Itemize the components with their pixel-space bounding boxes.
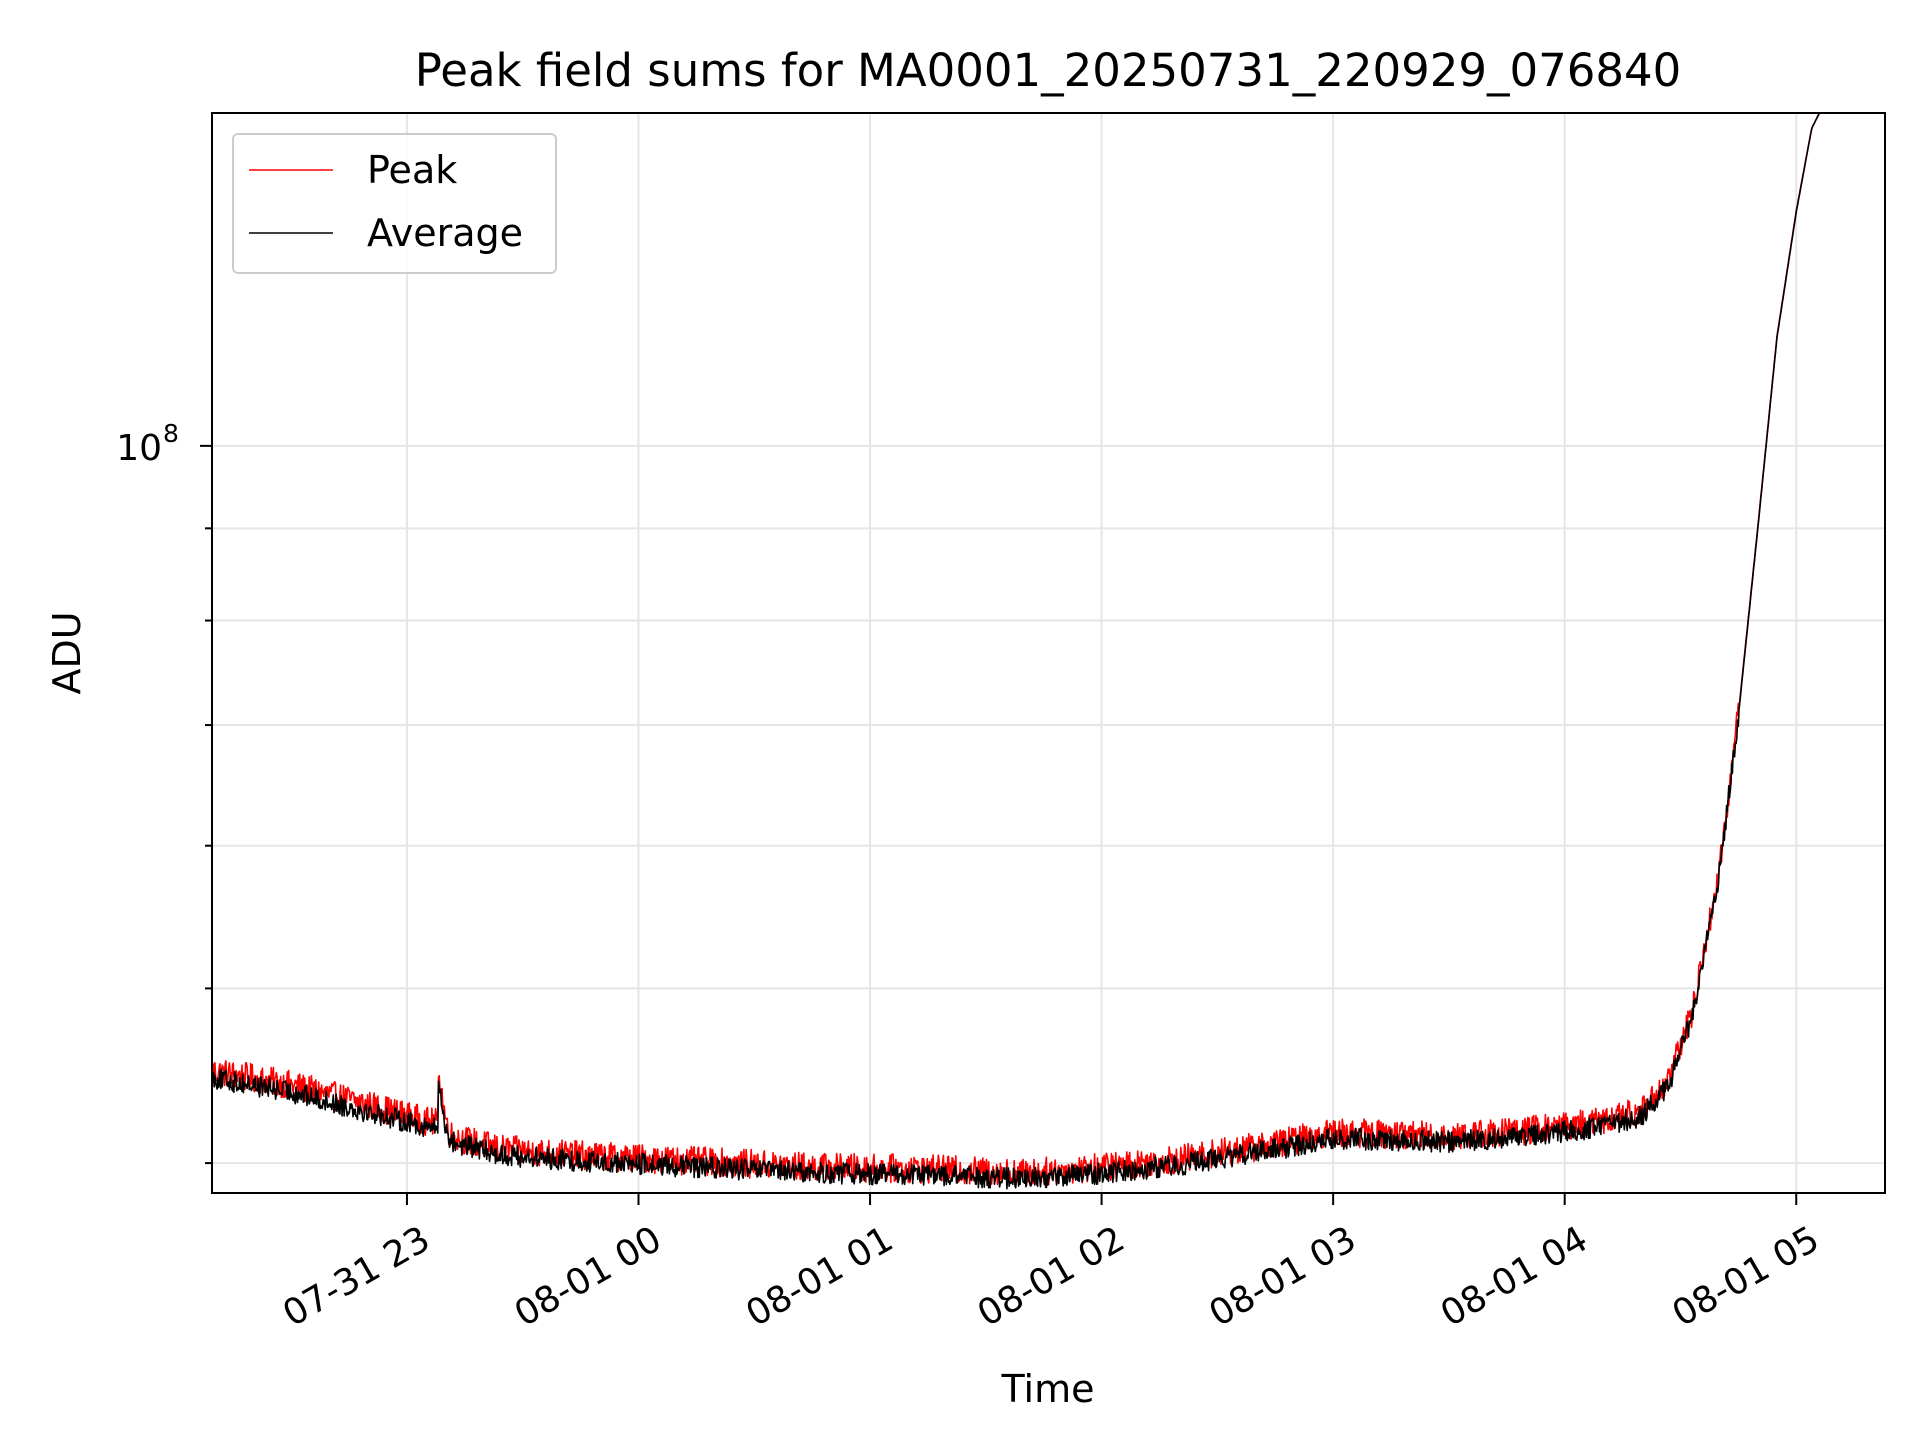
plot-area bbox=[212, 113, 1821, 1190]
legend-box bbox=[232, 133, 557, 274]
x-axis-label: Time bbox=[1001, 1367, 1095, 1411]
chart-title: Peak field sums for MA0001_20250731_2209… bbox=[415, 44, 1682, 97]
legend: Peak Average bbox=[232, 133, 557, 274]
legend-label-peak: Peak bbox=[367, 148, 457, 192]
y-axis-label: ADU bbox=[45, 611, 89, 694]
grid bbox=[212, 113, 1885, 1193]
axes-frame bbox=[211, 112, 1886, 1194]
series-line-average bbox=[212, 113, 1821, 1190]
y-tick-label: 10 bbox=[116, 428, 162, 469]
y-tick-exponent: 8 bbox=[163, 419, 179, 448]
legend-label-average: Average bbox=[367, 211, 523, 255]
